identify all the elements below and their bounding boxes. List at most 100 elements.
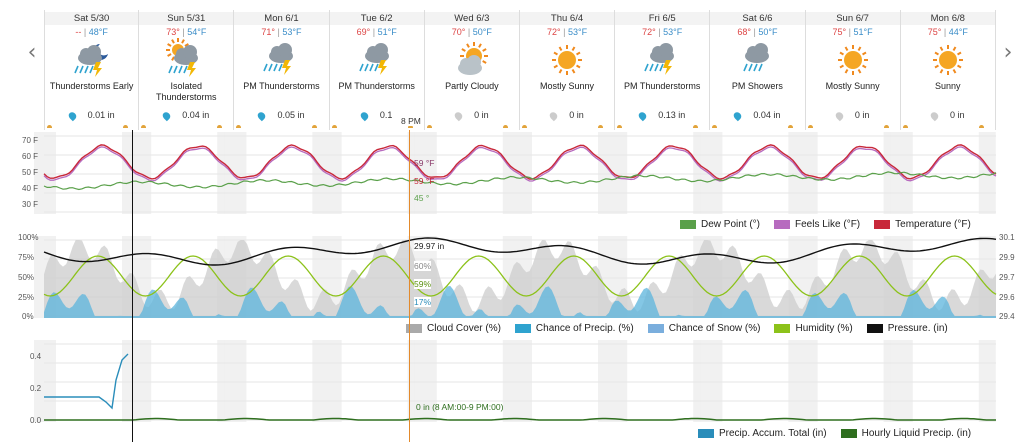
day-name: Mon 6/8 xyxy=(900,12,995,25)
precip-accumulation-plot xyxy=(34,340,996,422)
sunset-marker xyxy=(978,125,984,128)
day-name: Wed 6/3 xyxy=(424,12,519,25)
night-band xyxy=(795,132,818,214)
raindrop-icon xyxy=(453,110,464,121)
low-temp: 51°F xyxy=(377,27,397,37)
cloud-humidity-plot xyxy=(34,236,997,318)
cursor-line-now xyxy=(132,130,133,442)
temperature-readout: 59 °F xyxy=(414,176,435,186)
high-temp: 75° xyxy=(832,27,847,37)
legend-swatch xyxy=(514,324,531,333)
day-column[interactable]: Wed 6/3 70° | 50°F Partly Cloudy 0 in xyxy=(424,10,520,130)
previous-arrow-icon[interactable]: ‹ xyxy=(27,40,37,65)
precip-amount: 0 in xyxy=(806,110,900,121)
precip-value: 0.04 in xyxy=(182,110,210,120)
legend-swatch xyxy=(774,324,791,333)
day-column[interactable]: Fri 6/5 72° | 53°F PM Thunderstorms 0.13… xyxy=(615,10,711,130)
precip-value: 0.01 in xyxy=(87,110,115,120)
day-name: Sat 5/30 xyxy=(45,12,139,25)
legend-item[interactable]: Precip. Accum. Total (in) xyxy=(698,428,827,439)
high-temp: 72° xyxy=(546,27,561,37)
legend-swatch xyxy=(840,429,857,438)
cloud-humidity-legend: Cloud Cover (%) Chance of Precip. (%) Chan… xyxy=(406,323,948,334)
legend-label: Precip. Accum. Total (in) xyxy=(719,428,827,439)
night-band xyxy=(605,340,628,422)
legend-label: Feels Like (°F) xyxy=(795,219,861,230)
legend-swatch xyxy=(680,220,696,229)
sunny-icon xyxy=(547,40,587,80)
humidity-line xyxy=(43,255,997,297)
day-column[interactable]: Sat 5/30 -- | 48°F Thunderstorms Early 0… xyxy=(44,10,140,130)
day-name: Sun 5/31 xyxy=(139,12,234,25)
pressure-axis-3: 29.7 xyxy=(999,273,1015,282)
legend-item[interactable]: Cloud Cover (%) xyxy=(406,323,501,334)
day-temps: -- | 48°F xyxy=(75,27,108,37)
legend-label: Humidity (%) xyxy=(795,323,853,334)
low-temp: 53°F xyxy=(663,27,683,37)
hourly-precip-line xyxy=(44,417,996,421)
day-column[interactable]: Mon 6/1 71° | 53°F PM Thunderstorms 0.05… xyxy=(234,10,330,130)
day-column[interactable]: Mon 6/8 75° | 44°F Sunny 0 in xyxy=(900,10,996,130)
temperature-line xyxy=(43,144,997,180)
sunrise-sunset-markers xyxy=(45,125,138,129)
day-column[interactable]: Tue 6/2 69° | 51°F PM Thunderstorms 0.1 xyxy=(329,10,425,130)
low-temp: 48°F xyxy=(88,27,108,37)
raindrop-icon xyxy=(359,110,370,121)
day-temps: 70° | 50°F xyxy=(451,27,492,37)
night-band xyxy=(795,340,818,422)
precip-value: 0.05 in xyxy=(277,110,305,120)
precip-value: 0.04 in xyxy=(753,110,781,120)
high-temp: -- xyxy=(75,27,82,37)
legend-item[interactable]: Hourly Liquid Precip. (in) xyxy=(840,428,971,439)
cloud-cover-area xyxy=(44,240,996,318)
legend-item[interactable]: Temperature (°F) xyxy=(874,219,971,230)
percent-axis-25: 25% xyxy=(18,293,35,302)
condition-text: Mostly Sunny xyxy=(825,81,880,91)
thunderstorm-icon xyxy=(261,40,301,80)
legend-item[interactable]: Humidity (%) xyxy=(774,323,853,334)
legend-item[interactable]: Chance of Precip. (%) xyxy=(514,323,634,334)
pressure-axis-1: 30.1 xyxy=(999,233,1015,242)
sunrise-marker xyxy=(807,125,813,128)
day-column[interactable]: Sat 6/6 68° | 50°F PM Showers 0.04 in xyxy=(710,10,806,130)
legend-item[interactable]: Chance of Snow (%) xyxy=(647,323,760,334)
day-temps: 72° | 53°F xyxy=(642,27,683,37)
day-name: Sat 6/6 xyxy=(710,12,805,25)
day-column[interactable]: Thu 6/4 72° | 53°F Mostly Sunny 0 in xyxy=(519,10,616,130)
day-column[interactable]: Sun 5/31 73° | 54°F Isolated Thunderstor… xyxy=(139,10,235,130)
precip-amount: 0.05 in xyxy=(234,110,328,121)
legend-item[interactable]: Pressure. (in) xyxy=(866,323,948,334)
cursor-line-current[interactable] xyxy=(409,130,410,442)
sunrise-sunset-markers xyxy=(139,125,233,129)
day-temps: 75° | 44°F xyxy=(927,27,968,37)
sunrise-sunset-markers xyxy=(806,125,900,129)
night-band xyxy=(978,340,996,422)
high-temp: 68° xyxy=(737,27,751,37)
feels-like-readout: 59 °F xyxy=(414,158,435,168)
raindrop-icon xyxy=(637,110,649,121)
day-temps: 75° | 51°F xyxy=(832,27,873,37)
legend-item[interactable]: Feels Like (°F) xyxy=(774,219,860,230)
day-temps: 71° | 53°F xyxy=(261,27,302,37)
next-arrow-icon[interactable]: › xyxy=(1003,40,1013,65)
sunrise-marker xyxy=(141,125,147,128)
cloud-cover-readout: 60% xyxy=(414,261,432,271)
high-temp: 71° xyxy=(261,27,276,37)
sunset-marker xyxy=(123,125,128,128)
precip-value: 0 in xyxy=(474,110,489,120)
sunrise-marker xyxy=(426,125,432,128)
day-column[interactable]: Sun 6/7 75° | 51°F Mostly Sunny 0 in xyxy=(805,10,901,130)
temp-axis-50: 50 F xyxy=(22,168,39,177)
precip-legend: Precip. Accum. Total (in) Hourly Liquid P… xyxy=(698,428,971,439)
day-name: Mon 6/1 xyxy=(234,12,329,25)
thunderstorm-icon xyxy=(357,40,397,80)
precip-axis-00: 0.0 xyxy=(30,416,42,425)
night-band xyxy=(700,340,723,422)
precip-chance-readout: 17% xyxy=(414,297,432,307)
low-temp: 50°F xyxy=(758,27,778,37)
legend-item[interactable]: Dew Point (°) xyxy=(680,219,760,230)
legend-swatch xyxy=(874,220,891,229)
legend-label: Chance of Precip. (%) xyxy=(535,323,634,334)
high-temp: 70° xyxy=(451,27,466,37)
sunrise-marker xyxy=(617,125,623,128)
